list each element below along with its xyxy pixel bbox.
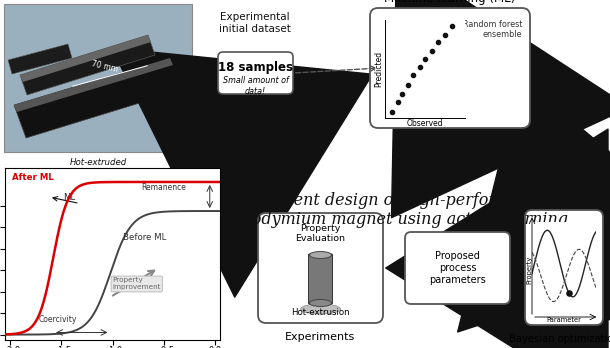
Text: 18 samples: 18 samples: [218, 62, 293, 74]
Text: ML: ML: [63, 193, 76, 202]
Text: Before ML: Before ML: [123, 233, 166, 242]
X-axis label: Parameter: Parameter: [547, 317, 581, 323]
FancyBboxPatch shape: [525, 210, 603, 325]
Point: [387, 109, 397, 114]
Ellipse shape: [309, 300, 331, 307]
Text: Random forest
ensemble: Random forest ensemble: [462, 20, 522, 39]
Text: Experimental
initial dataset: Experimental initial dataset: [219, 12, 291, 34]
Text: Efficient design of high-performance
neodymium magnet using active learning: Efficient design of high-performance neo…: [232, 192, 568, 228]
Polygon shape: [14, 58, 182, 138]
FancyBboxPatch shape: [370, 8, 530, 128]
Text: Small amount of
data!: Small amount of data!: [223, 76, 289, 96]
Point: [447, 23, 457, 29]
Point: [420, 56, 430, 62]
Point: [427, 48, 437, 53]
Text: Coercivity: Coercivity: [39, 315, 77, 324]
Ellipse shape: [301, 304, 340, 314]
Text: After ML: After ML: [12, 173, 54, 182]
Bar: [4, 4, 192, 152]
Point: [433, 39, 443, 45]
FancyBboxPatch shape: [258, 213, 383, 323]
FancyBboxPatch shape: [405, 232, 510, 304]
Point: [440, 32, 450, 38]
Text: Property
Evaluation: Property Evaluation: [295, 224, 345, 243]
Point: [397, 91, 407, 96]
Text: 70 mm: 70 mm: [91, 59, 119, 74]
Text: Property
improvement: Property improvement: [112, 277, 161, 291]
Point: [408, 72, 418, 78]
Text: Experiments: Experiments: [285, 332, 356, 342]
Y-axis label: Predicted: Predicted: [375, 51, 384, 87]
Text: Hot-extruded
neodymium magnet: Hot-extruded neodymium magnet: [54, 158, 142, 177]
FancyBboxPatch shape: [309, 254, 332, 304]
Polygon shape: [14, 58, 173, 112]
Y-axis label: Property: Property: [526, 255, 532, 284]
Polygon shape: [20, 35, 155, 95]
Text: Hot-extrusion: Hot-extrusion: [291, 308, 350, 317]
Point: [415, 64, 425, 69]
Point: [393, 99, 403, 105]
Point: [403, 82, 413, 88]
Polygon shape: [20, 35, 151, 82]
Text: Remanence: Remanence: [142, 182, 186, 191]
Point: [564, 291, 574, 296]
Text: Machine learning (ML): Machine learning (ML): [384, 0, 515, 5]
FancyBboxPatch shape: [218, 52, 293, 94]
Ellipse shape: [309, 252, 331, 259]
Text: Proposed
process
parameters: Proposed process parameters: [429, 251, 486, 285]
X-axis label: Observed: Observed: [407, 119, 443, 128]
Polygon shape: [8, 44, 72, 74]
Text: Bayesian optimization: Bayesian optimization: [509, 334, 610, 344]
